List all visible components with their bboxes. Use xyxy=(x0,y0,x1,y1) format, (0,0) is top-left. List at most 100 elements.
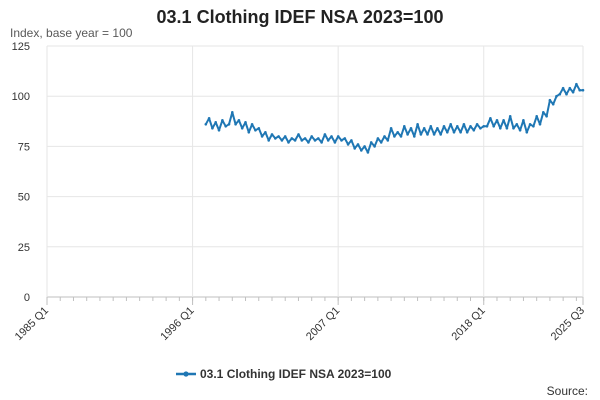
data-point xyxy=(234,123,237,126)
data-point xyxy=(518,129,522,132)
data-point xyxy=(472,129,476,132)
data-point xyxy=(224,125,227,128)
data-point xyxy=(532,125,535,128)
data-point xyxy=(254,129,257,132)
data-point xyxy=(462,123,466,126)
data-point xyxy=(353,147,357,150)
data-point xyxy=(270,133,274,136)
data-point xyxy=(571,90,575,94)
data-point xyxy=(495,119,499,122)
x-tick-label-4: 2025 Q3 xyxy=(549,305,587,343)
data-point xyxy=(283,135,287,138)
data-point xyxy=(373,145,376,148)
data-point xyxy=(548,98,552,102)
data-point xyxy=(366,151,370,154)
data-point xyxy=(538,123,542,126)
data-point xyxy=(237,119,241,122)
data-point xyxy=(492,125,496,128)
data-point xyxy=(274,137,277,140)
data-point xyxy=(555,94,558,98)
data-point xyxy=(267,139,271,142)
data-point xyxy=(211,127,214,130)
data-point xyxy=(379,141,383,144)
data-point xyxy=(293,139,297,142)
data-point xyxy=(207,117,211,120)
data-point xyxy=(499,127,502,130)
y-tick-label-0: 0 xyxy=(24,292,30,304)
data-point xyxy=(456,125,459,128)
data-point xyxy=(346,143,350,146)
data-point xyxy=(512,127,515,130)
data-point xyxy=(505,127,509,130)
data-point xyxy=(320,141,323,144)
data-point xyxy=(240,127,244,130)
data-point xyxy=(260,135,264,138)
data-point xyxy=(535,115,538,118)
source-label: Source: xyxy=(547,384,588,398)
data-point xyxy=(356,143,360,146)
data-point xyxy=(475,123,479,126)
data-point xyxy=(317,137,320,140)
data-point xyxy=(386,139,390,142)
data-point xyxy=(508,115,512,118)
data-point xyxy=(333,141,337,144)
data-point xyxy=(489,117,492,120)
chart-title: 03.1 Clothing IDEF NSA 2023=100 xyxy=(157,7,444,27)
legend-label: 03.1 Clothing IDEF NSA 2023=100 xyxy=(200,367,392,381)
y-tick-label-75: 75 xyxy=(18,141,30,153)
series-layer xyxy=(204,82,585,154)
data-point xyxy=(297,133,300,136)
data-point xyxy=(280,139,284,142)
data-point xyxy=(264,131,267,134)
data-point xyxy=(399,135,403,138)
data-point xyxy=(422,127,426,130)
data-point xyxy=(310,135,314,138)
data-point xyxy=(558,92,562,96)
y-tick-label-50: 50 xyxy=(18,192,30,204)
data-point xyxy=(416,123,419,126)
data-point xyxy=(429,125,433,128)
data-point xyxy=(376,137,380,140)
x-tick-label-0: 1985 Q1 xyxy=(13,305,51,343)
series-line-0 xyxy=(204,83,584,154)
data-point xyxy=(303,137,307,140)
gridlines xyxy=(46,45,584,298)
data-point xyxy=(350,139,353,142)
data-point xyxy=(542,111,545,114)
data-point xyxy=(409,127,413,130)
data-point xyxy=(221,119,224,122)
data-point xyxy=(300,139,304,142)
data-point xyxy=(277,135,280,138)
data-point xyxy=(340,139,343,142)
data-point xyxy=(436,127,439,130)
data-point xyxy=(575,82,578,86)
data-point xyxy=(250,123,254,126)
data-point xyxy=(485,125,489,128)
data-point xyxy=(452,131,456,134)
data-point xyxy=(227,123,231,126)
data-point xyxy=(343,137,347,140)
data-point xyxy=(446,131,449,134)
data-point xyxy=(502,119,505,122)
data-point xyxy=(545,115,548,118)
data-point xyxy=(432,133,436,136)
y-axis-label: Index, base year = 100 xyxy=(10,26,133,40)
legend[interactable]: 03.1 Clothing IDEF NSA 2023=100 xyxy=(176,367,392,381)
data-point xyxy=(581,88,585,92)
data-point xyxy=(465,131,469,134)
data-point xyxy=(363,145,366,148)
data-point xyxy=(482,125,486,128)
data-point xyxy=(525,131,529,134)
data-point xyxy=(247,131,251,134)
data-point xyxy=(287,141,290,144)
data-point xyxy=(389,127,393,130)
data-point xyxy=(565,92,568,96)
data-point xyxy=(290,137,294,140)
data-point xyxy=(522,119,525,122)
data-point xyxy=(528,123,532,126)
data-point xyxy=(231,111,234,114)
data-point xyxy=(313,139,317,142)
x-tick-label-2: 2007 Q1 xyxy=(304,305,342,343)
data-point xyxy=(330,135,333,138)
